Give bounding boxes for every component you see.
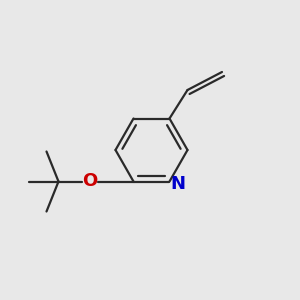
Text: O: O [82, 172, 98, 190]
Text: N: N [170, 175, 185, 193]
